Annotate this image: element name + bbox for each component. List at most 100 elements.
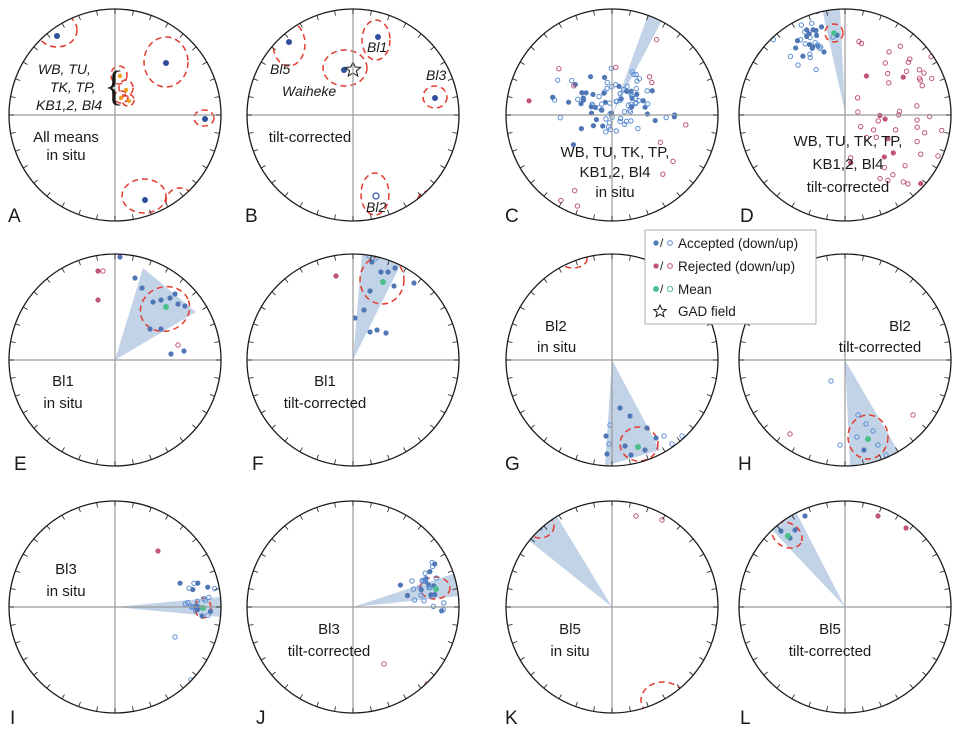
perimeter-tick <box>387 701 390 707</box>
direction-point <box>870 127 877 133</box>
perimeter-tick <box>629 214 631 220</box>
perimeter-tick <box>706 570 712 573</box>
direction-point <box>633 85 639 92</box>
direction-point <box>644 88 650 94</box>
legend-accepted-label: Accepted (down/up) <box>678 236 798 251</box>
direction-point <box>599 107 605 113</box>
direction-point <box>404 592 411 599</box>
perimeter-tick <box>96 255 98 261</box>
legend-mean-label: Mean <box>678 282 712 297</box>
net-d <box>738 8 952 222</box>
direction-point <box>604 79 610 86</box>
perimeter-tick <box>23 61 28 65</box>
perimeter-tick <box>78 701 81 707</box>
panel-caption: tilt-corrected <box>284 395 367 412</box>
perimeter-tick <box>61 694 65 699</box>
perimeter-tick <box>944 588 950 590</box>
perimeter-tick <box>417 33 422 38</box>
direction-point <box>649 88 655 94</box>
direction-point <box>420 578 426 584</box>
direction-point <box>583 90 589 96</box>
perimeter-tick <box>922 291 927 296</box>
panel-letter: H <box>738 454 752 475</box>
perimeter-tick <box>132 255 134 261</box>
perimeter-tick <box>776 33 781 38</box>
perimeter-tick <box>593 255 595 261</box>
direction-point <box>601 90 607 96</box>
site-mean-point <box>286 39 292 45</box>
direction-point <box>599 101 605 107</box>
perimeter-tick <box>593 10 595 16</box>
perimeter-tick <box>299 268 303 273</box>
perimeter-tick <box>939 570 945 573</box>
direction-point <box>863 134 870 141</box>
perimeter-tick <box>944 96 950 98</box>
perimeter-tick <box>132 10 134 16</box>
perimeter-tick <box>284 278 289 283</box>
perimeter-tick <box>507 377 513 379</box>
points-b <box>286 34 438 200</box>
direction-point <box>410 586 417 592</box>
direction-point <box>587 74 594 80</box>
ellipse-a95 <box>905 699 951 713</box>
direction-points-c <box>526 36 689 209</box>
perimeter-tick <box>740 132 746 134</box>
perimeter-tick <box>776 437 781 442</box>
perimeter-tick <box>689 424 694 429</box>
perimeter-tick <box>334 706 336 712</box>
perimeter-tick <box>334 214 336 220</box>
perimeter-tick <box>558 447 562 452</box>
perimeter-tick <box>370 10 372 16</box>
direction-point <box>774 20 780 26</box>
perimeter-tick <box>646 15 649 21</box>
direction-point <box>657 139 664 146</box>
perimeter-tick <box>808 15 811 21</box>
panel-caption: Bl5 <box>559 621 581 638</box>
direction-point <box>902 162 908 169</box>
panel-caption: in situ <box>43 395 82 412</box>
panel-caption: in situ <box>46 147 85 164</box>
net-i <box>8 500 222 714</box>
perimeter-tick <box>826 502 828 508</box>
perimeter-tick <box>558 268 562 273</box>
direction-point <box>621 109 628 115</box>
perimeter-tick <box>808 701 811 707</box>
direction-point <box>683 122 689 128</box>
perimeter-tick <box>740 624 746 626</box>
perimeter-tick <box>662 694 666 699</box>
stereonet-circle <box>246 500 460 714</box>
perimeter-tick <box>214 588 220 590</box>
direction-point <box>397 582 403 588</box>
perimeter-tick <box>879 260 882 266</box>
perimeter-tick <box>78 260 81 266</box>
direction-point <box>848 155 854 161</box>
direction-point <box>937 44 944 51</box>
direction-point <box>550 94 556 100</box>
perimeter-tick <box>253 641 259 644</box>
perimeter-tick <box>922 46 927 51</box>
direction-point <box>427 569 433 575</box>
perimeter-tick <box>46 525 51 530</box>
site-mean-point <box>163 60 169 66</box>
direction-point <box>900 179 907 185</box>
perimeter-tick <box>711 588 717 590</box>
ellipse-a95 <box>360 172 390 216</box>
direction-point <box>813 32 820 38</box>
direction-point <box>633 71 639 78</box>
direction-point <box>558 197 564 204</box>
perimeter-tick <box>403 515 407 520</box>
direction-point <box>818 24 825 30</box>
perimeter-tick <box>520 410 525 414</box>
legend-rejected-label: Rejected (down/up) <box>678 259 795 274</box>
perimeter-tick <box>944 624 950 626</box>
perimeter-tick <box>826 214 828 220</box>
perimeter-tick <box>512 394 518 397</box>
perimeter-tick <box>271 46 276 51</box>
direction-point <box>856 38 862 45</box>
panel-caption: tilt-corrected <box>839 339 922 356</box>
perimeter-tick <box>895 515 899 520</box>
perimeter-tick <box>61 515 65 520</box>
perimeter-tick <box>689 538 694 543</box>
perimeter-tick <box>417 278 422 283</box>
ellipse-a95 <box>272 21 306 67</box>
